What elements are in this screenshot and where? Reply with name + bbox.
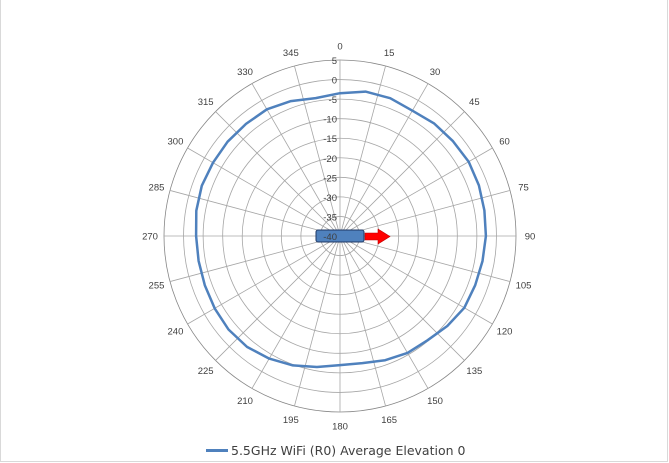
grid-spoke bbox=[215, 111, 341, 237]
series-layer bbox=[194, 90, 488, 369]
angle-tick-label: 210 bbox=[237, 396, 253, 407]
angle-tick-label: 75 bbox=[518, 182, 529, 193]
legend-swatch bbox=[206, 448, 228, 452]
grid-spoke bbox=[339, 235, 465, 361]
angle-tick-label: 300 bbox=[168, 137, 184, 148]
angle-tick-label: 150 bbox=[427, 396, 443, 407]
angle-tick-label: 240 bbox=[168, 327, 184, 338]
legend: 5.5GHz WiFi (R0) Average Elevation 0 bbox=[206, 441, 465, 459]
device-marker bbox=[315, 229, 365, 243]
grid-spoke bbox=[339, 111, 465, 237]
grid-spoke bbox=[187, 235, 341, 325]
device-marker-layer bbox=[315, 228, 391, 245]
grid-spoke bbox=[294, 235, 341, 407]
series-line bbox=[194, 90, 488, 369]
grid-spoke bbox=[169, 235, 341, 282]
grid-spoke bbox=[339, 235, 386, 407]
radial-tick-label: -15 bbox=[323, 134, 337, 145]
grid-spoke bbox=[339, 235, 511, 282]
angle-tick-label: 195 bbox=[283, 415, 299, 426]
grid-spoke bbox=[339, 83, 429, 237]
angle-tick-label: 90 bbox=[525, 232, 536, 243]
radial-tick-label: 0 bbox=[332, 76, 337, 87]
angle-tick-label: 285 bbox=[149, 182, 165, 193]
radial-tick-label: 5 bbox=[332, 56, 337, 67]
polar-grid bbox=[163, 59, 517, 413]
grid-spoke bbox=[339, 235, 493, 325]
legend-label: 5.5GHz WiFi (R0) Average Elevation 0 bbox=[231, 442, 466, 458]
grid-spoke bbox=[251, 235, 341, 389]
radial-tick-label: -30 bbox=[323, 193, 337, 204]
radial-tick-label: -40 bbox=[323, 232, 337, 243]
angle-tick-label: 45 bbox=[469, 97, 480, 108]
radial-tick-label: -5 bbox=[329, 95, 337, 106]
angle-tick-label: 120 bbox=[497, 327, 513, 338]
angle-tick-label: 135 bbox=[466, 366, 482, 377]
angle-tick-label: 105 bbox=[516, 281, 532, 292]
grid-spoke bbox=[339, 235, 429, 389]
angle-tick-label: 270 bbox=[142, 232, 158, 243]
grid-spoke bbox=[215, 235, 341, 361]
radial-tick-label: -20 bbox=[323, 154, 337, 165]
angle-tick-label: 330 bbox=[237, 67, 253, 78]
radial-tick-label: -10 bbox=[323, 115, 337, 126]
angle-tick-label: 60 bbox=[499, 137, 510, 148]
tick-labels: 0 15 30 45 60 75 90 105 120 135 150 165 180 195 210 225… bbox=[142, 42, 535, 433]
direction-arrow-icon bbox=[364, 228, 391, 245]
angle-tick-label: 15 bbox=[384, 48, 395, 59]
radial-tick-label: -35 bbox=[323, 212, 337, 223]
angle-tick-label: 0 bbox=[337, 42, 342, 53]
angle-tick-label: 345 bbox=[283, 48, 299, 59]
angle-tick-label: 180 bbox=[332, 422, 348, 433]
angle-tick-label: 30 bbox=[430, 67, 441, 78]
angle-tick-label: 255 bbox=[149, 281, 165, 292]
grid-spoke bbox=[294, 65, 341, 237]
radial-tick-label: -25 bbox=[323, 173, 337, 184]
angle-tick-label: 315 bbox=[198, 97, 214, 108]
angle-tick-label: 165 bbox=[381, 415, 397, 426]
angle-tick-label: 225 bbox=[198, 366, 214, 377]
grid-spoke bbox=[339, 147, 493, 237]
